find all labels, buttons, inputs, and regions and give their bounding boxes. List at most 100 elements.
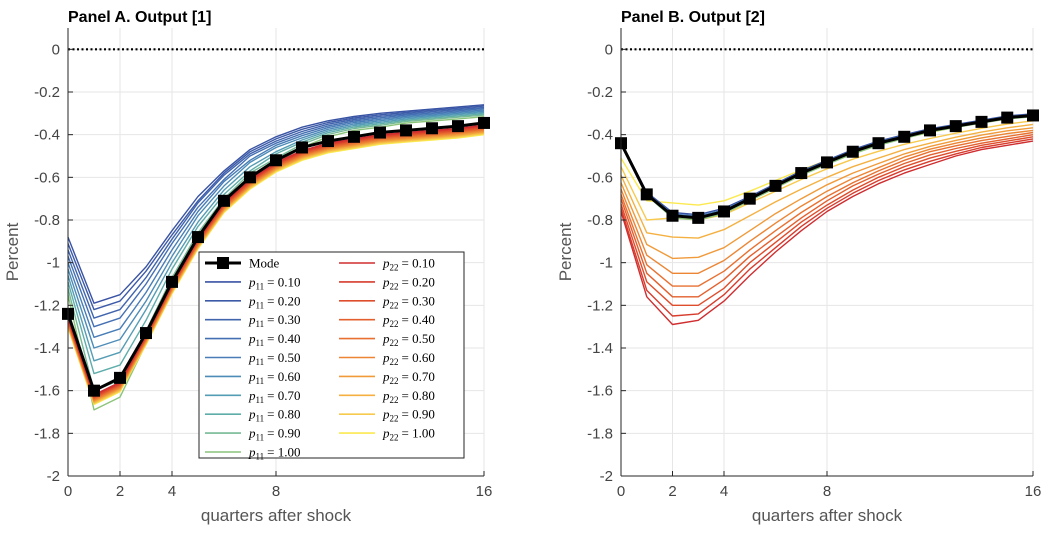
legend-value: = 0.50	[402, 331, 435, 346]
legend-var: p	[382, 407, 390, 422]
legend-value: = 0.70	[267, 388, 300, 403]
legend-var: p	[248, 293, 256, 308]
legend-sub: 22	[390, 319, 399, 329]
legend-var: p	[382, 369, 390, 384]
x-tick-label: 2	[116, 483, 124, 500]
series-line-p11-3	[67, 107, 485, 328]
mode-marker	[898, 130, 911, 143]
legend-label: p22 = 0.50	[382, 331, 435, 348]
x-tick-label: 2	[668, 483, 676, 500]
y-tick-label: -1.4	[587, 340, 613, 357]
series-line-p22-7	[620, 123, 1034, 239]
legend-sub: 22	[390, 376, 399, 386]
legend-value: = 0.40	[402, 312, 435, 327]
x-tick-label: 8	[823, 483, 831, 500]
legend-label: p22 = 0.80	[382, 388, 435, 405]
mode-marker	[666, 209, 679, 222]
legend-label: Mode	[249, 256, 280, 271]
legend-sub: 22	[390, 395, 399, 405]
mode-marker	[846, 145, 859, 158]
legend-var: p	[382, 256, 390, 271]
y-tick-label: -1.2	[34, 297, 60, 314]
mode-marker	[348, 130, 360, 143]
mode-marker	[743, 192, 756, 205]
legend-sub: 22	[390, 357, 399, 367]
legend-var: p	[382, 293, 390, 308]
series-line-p22-6	[620, 127, 1034, 260]
mode-marker	[400, 124, 412, 137]
legend-label: p11 = 0.40	[248, 331, 301, 348]
series-line-p11-2	[67, 106, 485, 319]
mode-marker	[924, 124, 936, 137]
legend-sub: 22	[390, 338, 399, 348]
panel-title: Panel A. Output [1]	[68, 9, 211, 26]
x-tick-label: 4	[720, 483, 728, 500]
series-line-p22-5	[620, 129, 1034, 274]
legend-label: p11 = 0.80	[248, 407, 301, 424]
legend-var: p	[248, 274, 256, 289]
legend-label: p22 = 0.40	[382, 312, 435, 329]
legend-value: = 0.60	[402, 350, 435, 365]
legend-sub: 11	[256, 395, 265, 405]
y-tick-label: -2	[600, 468, 613, 485]
mode-marker	[88, 384, 100, 397]
legend-value: = 0.20	[402, 274, 435, 289]
y-tick-label: -0.2	[587, 84, 613, 101]
series-line-p11-0	[67, 104, 485, 304]
x-tick-label: 8	[272, 483, 280, 500]
y-axis-label: Percent	[556, 222, 575, 281]
legend-value: = 0.70	[402, 369, 435, 384]
mode-marker	[1001, 111, 1014, 124]
legend-label: p11 = 0.10	[248, 274, 301, 291]
mode-marker	[949, 120, 962, 133]
series-line-p11-1	[67, 105, 485, 311]
legend-sub: 11	[256, 281, 265, 291]
legend-var: p	[382, 426, 390, 441]
y-tick-label: -0.4	[587, 127, 613, 144]
mode-marker	[270, 154, 282, 167]
legend-var: p	[248, 388, 256, 403]
legend-label: p11 = 1.00	[248, 445, 301, 462]
legend-var: p	[382, 274, 390, 289]
legend-label: p22 = 0.10	[382, 256, 435, 273]
legend-label: p11 = 0.60	[248, 369, 301, 386]
mode-marker	[975, 115, 988, 128]
mode-marker	[244, 171, 256, 184]
legend-label: p22 = 0.20	[382, 274, 435, 291]
y-tick-label: -0.4	[34, 127, 60, 144]
legend-var: p	[382, 331, 390, 346]
y-tick-label: -1	[600, 255, 613, 272]
series-line-p22-1	[620, 138, 1034, 317]
x-tick-label: 16	[476, 483, 493, 500]
y-tick-label: 0	[605, 41, 613, 58]
legend-value: = 0.80	[402, 388, 435, 403]
legend-value: = 0.30	[402, 293, 435, 308]
series-line-p22-0	[620, 140, 1034, 326]
x-tick-label: 0	[64, 483, 72, 500]
legend-value: = 1.00	[402, 426, 435, 441]
mode-marker	[114, 371, 126, 384]
mode-marker	[640, 188, 653, 201]
mode-marker	[821, 156, 833, 169]
legend-var: p	[248, 331, 256, 346]
y-tick-label: -1.2	[587, 297, 613, 314]
x-tick-label: 4	[168, 483, 176, 500]
legend-sub: 11	[256, 300, 265, 310]
legend-label: p11 = 0.20	[248, 293, 301, 310]
legend-var: p	[248, 350, 256, 365]
mode-marker	[872, 137, 885, 150]
legend-sub: 11	[256, 357, 265, 367]
legend-sub: 11	[256, 319, 265, 329]
legend-label: p22 = 0.90	[382, 407, 435, 424]
legend-value: = 0.60	[267, 369, 300, 384]
legend-value: = 0.90	[402, 407, 435, 422]
mode-marker	[140, 327, 152, 340]
legend-sub: 22	[390, 414, 399, 424]
legend-var: p	[382, 350, 390, 365]
mode-marker	[166, 275, 178, 288]
y-tick-label: -2	[47, 468, 60, 485]
series-line-p22-4	[620, 131, 1034, 287]
y-tick-label: -0.8	[34, 212, 60, 229]
